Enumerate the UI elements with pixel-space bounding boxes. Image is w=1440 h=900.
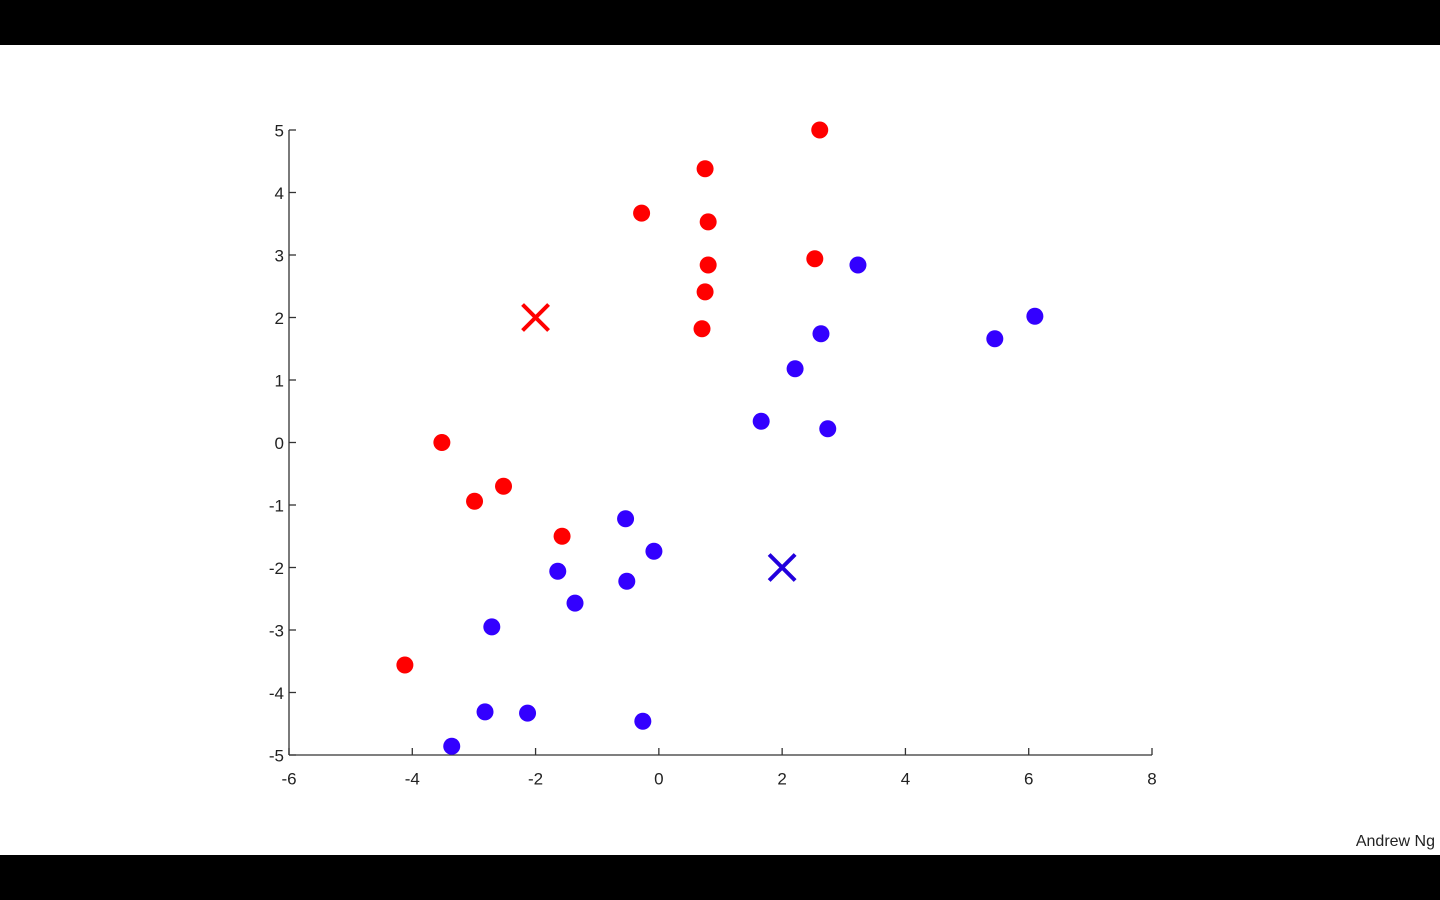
data-point (443, 737, 461, 755)
x-tick-label: 0 (654, 769, 663, 788)
data-point (566, 594, 584, 612)
x-tick-label: -4 (405, 769, 420, 788)
data-point (849, 256, 867, 274)
y-tick-label: 1 (275, 371, 284, 390)
top-bar (0, 0, 1440, 45)
data-point (553, 527, 571, 545)
data-point (483, 618, 501, 636)
data-point (495, 477, 513, 495)
data-point (986, 330, 1004, 348)
y-tick-label: -2 (269, 559, 284, 578)
y-tick-label: -4 (269, 684, 284, 703)
data-point (806, 250, 824, 268)
x-tick-label: 8 (1147, 769, 1156, 788)
y-tick-label: -3 (269, 621, 284, 640)
data-point (618, 572, 636, 590)
data-point (699, 213, 717, 231)
data-point (519, 704, 537, 722)
x-tick-label: 2 (777, 769, 786, 788)
x-tick-label: -2 (528, 769, 543, 788)
y-tick-label: -5 (269, 746, 284, 765)
data-point (645, 542, 663, 560)
centroid-marker (521, 303, 550, 332)
bottom-bar (0, 855, 1440, 900)
data-point (549, 562, 567, 580)
data-point (693, 320, 711, 338)
x-tick-label: 4 (901, 769, 910, 788)
data-point (466, 492, 484, 510)
data-point (752, 412, 770, 430)
y-tick-label: 0 (275, 434, 284, 453)
data-point (1026, 307, 1044, 325)
footer: Andrew Ng (1356, 833, 1435, 850)
data-point (811, 121, 829, 139)
data-point (433, 434, 451, 451)
y-tick-label: 4 (275, 184, 284, 203)
data-point (699, 256, 717, 274)
data-point (476, 703, 494, 721)
y-tick-label: -1 (269, 496, 284, 515)
data-point (696, 160, 714, 178)
x-tick-label: -6 (281, 769, 296, 788)
x-tick-label: 6 (1024, 769, 1033, 788)
y-tick-label: 2 (275, 309, 284, 328)
centroid-marker (767, 553, 797, 582)
data-point (617, 510, 635, 528)
data-point (819, 420, 837, 438)
data-point (634, 712, 652, 730)
slide-background (0, 45, 1440, 855)
y-tick-label: 3 (275, 246, 284, 265)
data-point (396, 656, 414, 674)
data-point (786, 360, 804, 378)
data-point (633, 204, 651, 222)
y-tick-label: 5 (275, 121, 284, 140)
data-point (812, 325, 830, 343)
data-point (696, 283, 714, 301)
